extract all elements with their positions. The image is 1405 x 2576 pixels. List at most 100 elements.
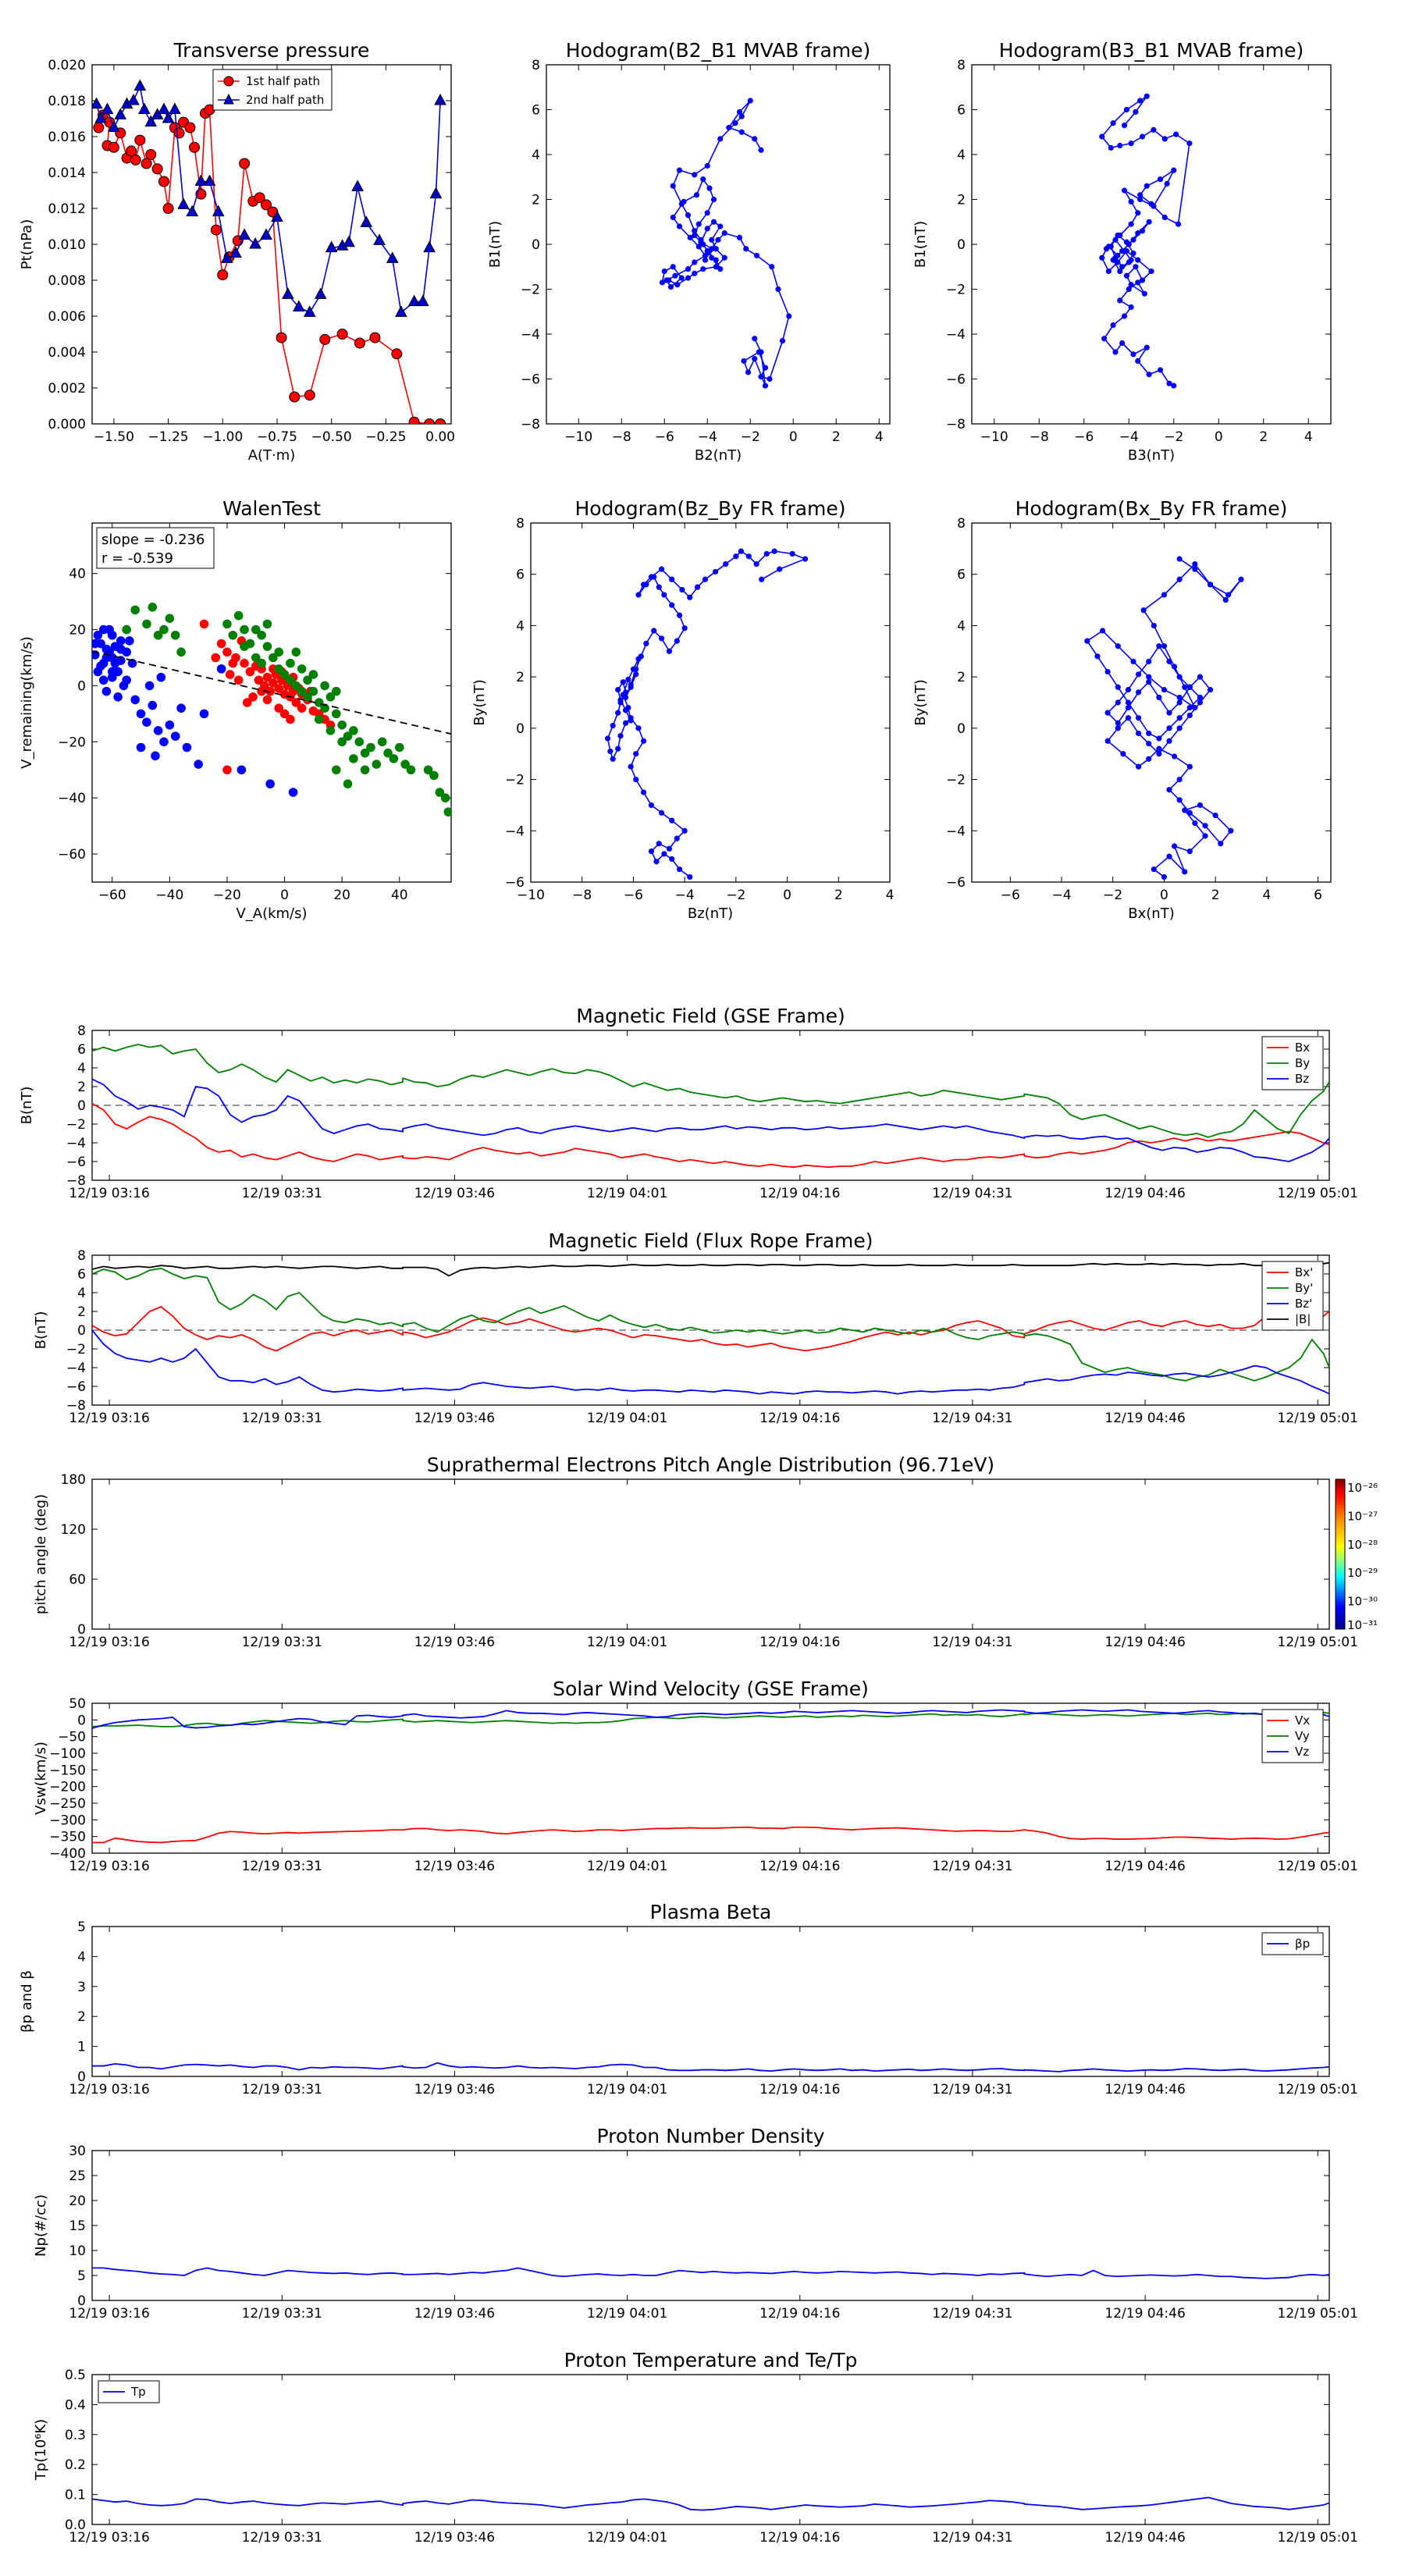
mfr-ylabel: B(nT): [33, 1311, 49, 1350]
h3-xtick-label: −4: [675, 888, 695, 903]
colorbar-tick-label: 10⁻²⁸: [1347, 1538, 1378, 1552]
h3-ytick-label: −4: [505, 824, 525, 839]
data-point: [182, 742, 192, 753]
h4-xtick-label: 2: [1211, 888, 1220, 903]
h2-panel: −8 −6 −4 −2 0 2 4 6 8 −10 −8 −6 −4 −2 0 2 4 Hodogram(B3_B…: [912, 39, 1332, 464]
hodogram-point: [1176, 576, 1183, 582]
data-point-circle: [424, 418, 436, 424]
tpr-ytick-label: 0.0: [65, 2517, 86, 2533]
hodogram-point: [1166, 380, 1172, 386]
data-point: [337, 737, 347, 747]
h2-ylabel: B1(nT): [912, 221, 929, 268]
data-point: [291, 681, 301, 691]
colorbar-tick-label: 10⁻²⁹: [1347, 1566, 1378, 1580]
data-point: [136, 709, 146, 719]
data-point: [286, 675, 295, 685]
h2-ytick-label: 4: [957, 148, 966, 163]
mfr-xtick-label: 12/19 04:46: [1104, 1411, 1185, 1426]
hodogram-point: [667, 284, 674, 290]
hodogram-point: [1128, 141, 1134, 147]
h3-xtick-label: −6: [624, 888, 643, 903]
hodogram-point: [756, 349, 762, 355]
hodogram-point: [648, 802, 655, 809]
hodogram-point: [1186, 848, 1193, 855]
data-point: [269, 678, 278, 688]
hodogram-point: [685, 275, 692, 281]
hodogram-point: [656, 584, 662, 590]
h4-ytick-label: 4: [957, 618, 966, 634]
h1-ytick-label: −4: [521, 327, 540, 343]
mgse-ytick-label: 0: [77, 1098, 86, 1114]
data-point: [242, 698, 252, 707]
vsw-ytick-label: −350: [49, 1830, 86, 1845]
beta-xtick-label: 12/19 03:16: [69, 2082, 149, 2097]
hodogram-point: [733, 553, 739, 560]
hodogram-point: [1130, 237, 1136, 243]
h1-ytick-label: 6: [532, 103, 540, 119]
h2-plot-area: [1099, 93, 1193, 389]
data-point: [377, 737, 387, 747]
hodogram-point: [1176, 556, 1183, 562]
data-point: [297, 686, 307, 696]
data-point-triangle: [303, 305, 316, 317]
hodogram-point: [1146, 756, 1152, 762]
walen-xtick-label: 20: [333, 888, 350, 903]
hodogram-point: [1126, 241, 1132, 247]
data-point-triangle: [94, 111, 107, 123]
data-point: [262, 695, 272, 705]
vsw-xtick-label: 12/19 03:31: [242, 1859, 322, 1874]
hodogram-point: [1115, 684, 1121, 690]
data-point: [248, 692, 258, 702]
h3-panel: −6 −4 −2 0 2 4 6 8 −10 −8 −6 −4 −2 0 2 4 Hodogram(Bz_By …: [471, 497, 894, 922]
hodogram-point: [704, 210, 710, 216]
data-point: [233, 610, 244, 621]
hodogram-point: [1137, 192, 1144, 198]
hodogram-point: [1166, 738, 1172, 744]
regression-line: [92, 650, 451, 735]
mfr-ytick-label: −8: [66, 1398, 86, 1414]
mfr-ytick-label: 4: [77, 1286, 86, 1301]
hodogram-point: [1110, 120, 1116, 126]
hodogram-point: [1130, 658, 1136, 665]
mgse-xtick-label: 12/19 04:16: [759, 1186, 840, 1201]
hodogram-point: [615, 710, 621, 716]
walen-ytick-label: 40: [69, 567, 86, 582]
mfr-legend: Bx' By' Bz'|B|: [1261, 1261, 1324, 1331]
data-point: [429, 770, 439, 781]
hodogram-point: [1146, 674, 1152, 680]
hodogram-point: [648, 574, 655, 580]
hodogram-point: [1108, 144, 1114, 151]
tp-ytick-label: 0.008: [48, 273, 86, 289]
legend-label: By: [1295, 1056, 1310, 1070]
data-point: [257, 658, 266, 668]
colorbar-tick-label: 10⁻²⁷: [1347, 1509, 1378, 1523]
hodogram-point: [709, 237, 715, 243]
mgse-xtick-label: 12/19 04:01: [587, 1186, 667, 1201]
data-point: [349, 726, 358, 735]
tp-ytick-label: 0.018: [48, 94, 86, 109]
hodogram-point: [1192, 566, 1198, 572]
h2-ytick-label: 2: [957, 193, 966, 208]
hodogram-point: [1176, 797, 1183, 803]
data-point-triangle: [212, 205, 225, 217]
mgse-ytick-label: 4: [77, 1061, 86, 1076]
data-point: [325, 692, 336, 702]
hodogram-point: [658, 809, 665, 816]
mgse-xtick-label: 12/19 04:31: [932, 1186, 1012, 1201]
hodogram-point: [1130, 351, 1136, 358]
series-line-0: [92, 2267, 1329, 2279]
h1-xtick-label: 4: [875, 429, 884, 445]
data-point: [119, 681, 129, 691]
hodogram-point: [1146, 658, 1152, 665]
hodogram-point: [1182, 869, 1188, 875]
hodogram-point: [1135, 358, 1141, 365]
hodogram-point: [1119, 264, 1126, 270]
hodogram-point: [1156, 735, 1162, 742]
tpr-ytick-label: 0.5: [65, 2368, 86, 2383]
h2-xtick-label: −6: [1074, 429, 1094, 445]
data-point-triangle: [238, 228, 251, 240]
hodogram-point: [670, 183, 676, 189]
walen-xtick-label: 0: [280, 888, 289, 903]
walen-title: WalenTest: [222, 497, 321, 520]
hodogram-point: [1144, 93, 1150, 99]
